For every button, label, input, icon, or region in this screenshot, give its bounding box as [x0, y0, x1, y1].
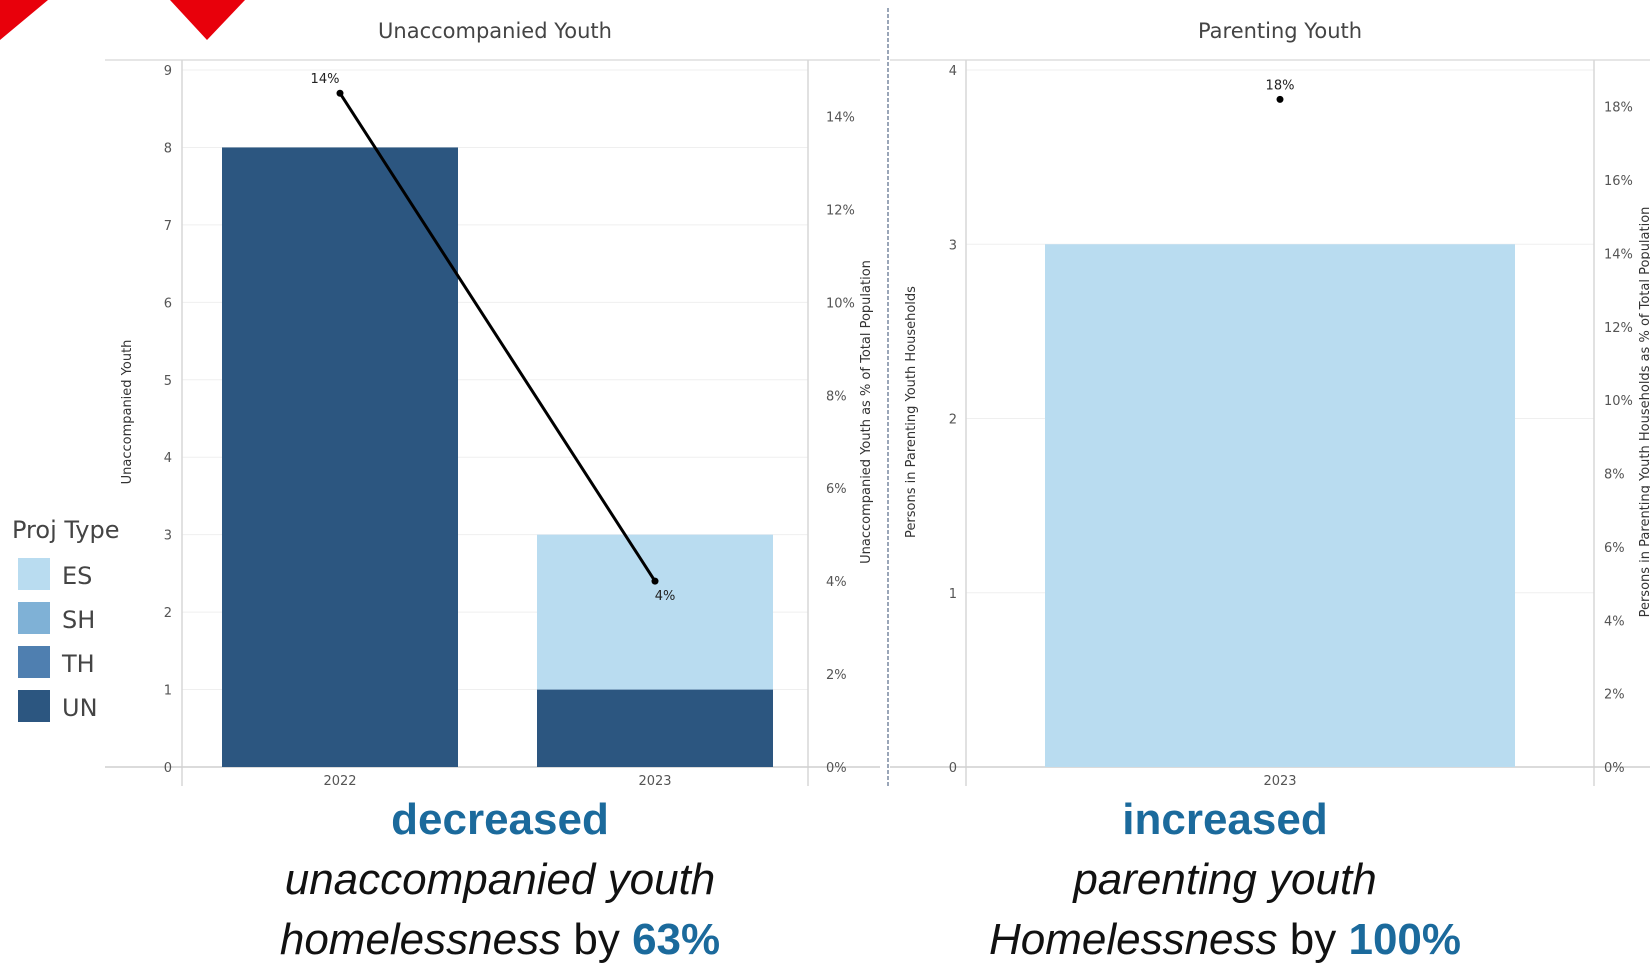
- bars: [1045, 244, 1515, 767]
- y2-tick-label: 16%: [1604, 174, 1633, 189]
- pct-data-label: 14%: [311, 72, 340, 87]
- caption-line-1: parenting youth: [1073, 855, 1377, 904]
- y-tick-label: 4: [949, 64, 957, 79]
- y-tick-label: 5: [164, 374, 172, 389]
- pct-data-label: 18%: [1266, 78, 1295, 93]
- caption-term: Homelessness: [988, 915, 1278, 964]
- panel-parenting-youth: Parenting Youth 18% 0 1 2 3 4 0% 2% 4% 6% 8% 10% 1…: [890, 19, 1650, 789]
- y-tick-label: 1: [949, 587, 957, 602]
- y-tick-label: 2: [164, 606, 172, 621]
- y2-tick-label: 2%: [826, 668, 847, 683]
- y2-tick-label: 18%: [1604, 101, 1633, 116]
- y-tick-labels: 0 1 2 3 4 5 6 7 8 9: [164, 64, 172, 776]
- y2-axis-label: Unaccompanied Youth as % of Total Popula…: [859, 260, 874, 564]
- y-tick-label: 6: [164, 296, 172, 311]
- legend-label: ES: [62, 562, 92, 590]
- y-tick-label: 3: [949, 238, 957, 253]
- bar-es: [1045, 244, 1515, 767]
- pct-line: 18%: [1266, 78, 1295, 103]
- legend-title: Proj Type: [12, 516, 120, 544]
- y2-tick-label: 0%: [1604, 761, 1625, 776]
- panel-unaccompanied-youth: Unaccompanied Youth 14% 4% 0 1 2 3 4 5 6 7 8 9 0% 2…: [105, 19, 880, 789]
- y2-tick-labels: 0% 2% 4% 6% 8% 10% 12% 14% 16% 18%: [1604, 101, 1633, 776]
- legend: Proj Type ES SH TH UN: [12, 516, 120, 722]
- y-tick-label: 7: [164, 219, 172, 234]
- legend-swatch-un: [18, 690, 50, 722]
- y-tick-labels: 0 1 2 3 4: [949, 64, 957, 776]
- x-tick-label: 2022: [323, 774, 356, 789]
- y2-tick-label: 0%: [826, 761, 847, 776]
- y2-tick-label: 4%: [826, 575, 847, 590]
- pct-point: [1276, 95, 1284, 103]
- legend-label: TH: [61, 650, 95, 678]
- caption-line-2: Homelessness by 100%: [915, 910, 1535, 970]
- pct-point: [651, 577, 659, 585]
- caption-line-2: homelessness by 63%: [190, 910, 810, 970]
- pct-data-label: 4%: [655, 589, 676, 604]
- x-tick-label: 2023: [638, 774, 671, 789]
- y2-tick-label: 6%: [826, 482, 847, 497]
- y-tick-label: 1: [164, 684, 172, 699]
- x-tick-labels: 2022 2023: [323, 774, 671, 789]
- y-tick-label: 2: [949, 413, 957, 428]
- y2-axis-label: Persons in Parenting Youth Households as…: [1638, 207, 1650, 618]
- bar-un: [537, 689, 773, 767]
- caption-percent: 63%: [632, 915, 721, 964]
- legend-label: UN: [62, 694, 98, 722]
- caption-left: decreased unaccompanied youth homelessne…: [190, 790, 810, 970]
- y-axis-label: Persons in Parenting Youth Households: [904, 286, 919, 538]
- y2-tick-label: 4%: [1604, 614, 1625, 629]
- caption-by: by: [573, 915, 620, 964]
- y-tick-label: 3: [164, 529, 172, 544]
- y2-tick-label: 8%: [1604, 468, 1625, 483]
- y-tick-label: 9: [164, 64, 172, 79]
- caption-percent: 100%: [1348, 915, 1462, 964]
- y-tick-label: 4: [164, 451, 172, 466]
- red-corner-marker: [0, 0, 48, 40]
- pct-line-path: [338, 92, 657, 582]
- y2-tick-label: 10%: [826, 296, 855, 311]
- y-tick-label: 8: [164, 141, 172, 156]
- y-tick-label: 0: [949, 761, 957, 776]
- caption-by: by: [1289, 915, 1337, 964]
- caption-term: homelessness: [279, 915, 562, 964]
- y2-tick-label: 14%: [826, 110, 855, 125]
- y-axis-label: Unaccompanied Youth: [120, 340, 135, 485]
- panel-title: Parenting Youth: [1198, 19, 1362, 43]
- x-tick-labels: 2023: [1263, 774, 1296, 789]
- pct-point: [336, 89, 344, 97]
- bar-un: [222, 147, 458, 767]
- y2-tick-labels: 0% 2% 4% 6% 8% 10% 12% 14%: [826, 110, 855, 776]
- legend-swatch-sh: [18, 602, 50, 634]
- legend-items: ES SH TH UN: [18, 558, 98, 722]
- y2-tick-label: 12%: [1604, 321, 1633, 336]
- y2-tick-label: 8%: [826, 389, 847, 404]
- legend-swatch-th: [18, 646, 50, 678]
- y2-tick-label: 2%: [1604, 688, 1625, 703]
- pct-line: 14% 4%: [311, 72, 676, 604]
- caption-headline: increased: [1122, 795, 1328, 844]
- y2-tick-label: 10%: [1604, 394, 1633, 409]
- panel-title: Unaccompanied Youth: [378, 19, 612, 43]
- red-diamond-marker: [170, 0, 245, 40]
- y-tick-label: 0: [164, 761, 172, 776]
- y2-tick-label: 14%: [1604, 247, 1633, 262]
- legend-swatch-es: [18, 558, 50, 590]
- caption-right: increased parenting youth Homelessness b…: [915, 790, 1535, 970]
- y2-tick-label: 12%: [826, 203, 855, 218]
- x-tick-label: 2023: [1263, 774, 1296, 789]
- caption-headline: decreased: [391, 795, 609, 844]
- y2-tick-label: 6%: [1604, 541, 1625, 556]
- caption-line-1: unaccompanied youth: [284, 855, 716, 904]
- bars: [222, 147, 773, 767]
- bar-es: [537, 534, 773, 690]
- legend-label: SH: [62, 606, 95, 634]
